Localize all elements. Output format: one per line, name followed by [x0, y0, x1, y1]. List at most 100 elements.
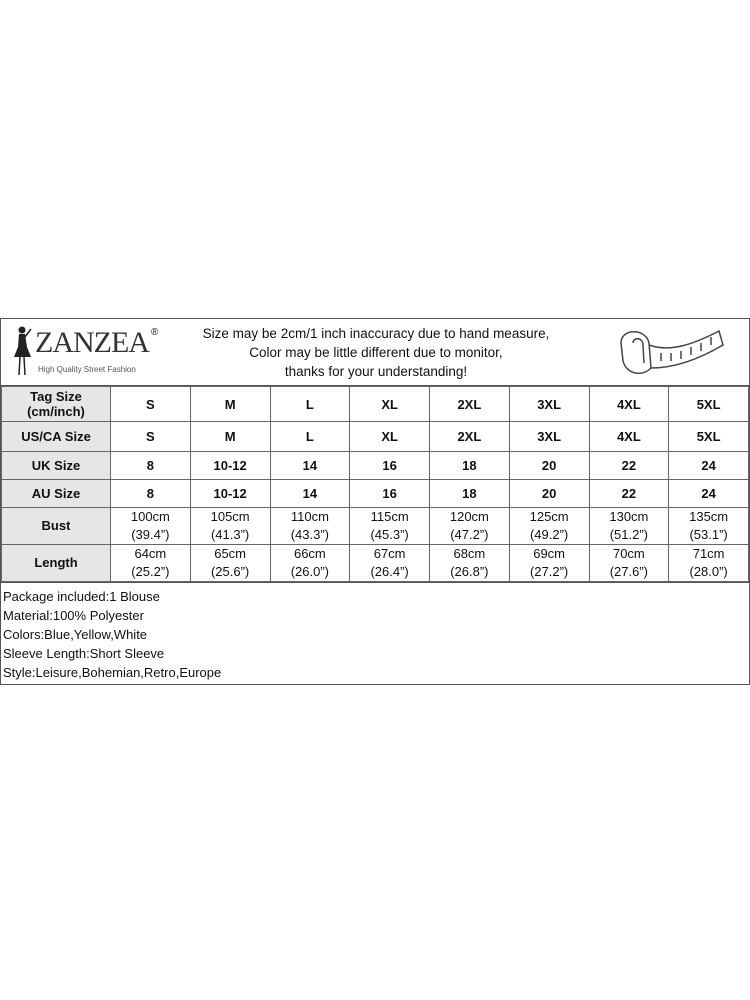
table-cell: 20	[508, 479, 590, 508]
table-cell: L	[269, 421, 351, 452]
table-row: US/CA Size S M L XL 2XL 3XL 4XL 5XL	[1, 421, 749, 452]
table-cell: 4XL	[588, 386, 670, 422]
notice-line: Size may be 2cm/1 inch inaccuracy due to…	[202, 326, 550, 341]
cell-line: (47.2”)	[450, 527, 489, 542]
table-cell: S	[110, 386, 191, 422]
table-cell: 68cm (26.8”)	[429, 544, 510, 582]
row-header: AU Size	[1, 479, 111, 508]
size-table: Tag Size (cm/inch) S M L XL 2XL 3XL 4XL 5XL US/CA…	[1, 386, 749, 582]
table-cell: 22	[588, 479, 670, 508]
cell-line: (51.2”)	[609, 527, 649, 542]
notice-line: thanks for your understanding!	[284, 364, 468, 379]
cell-line: (26.8”)	[450, 564, 489, 579]
table-cell: 3XL	[508, 421, 590, 452]
table-cell: M	[189, 386, 271, 422]
table-cell: 10-12	[189, 451, 271, 480]
table-cell: 5XL	[668, 386, 749, 422]
cell-line: (25.2”)	[131, 564, 170, 579]
table-cell: 8	[110, 479, 191, 508]
table-cell: 67cm (26.4”)	[349, 544, 430, 582]
table-cell: L	[269, 386, 351, 422]
table-row: Tag Size (cm/inch) S M L XL 2XL 3XL 4XL 5XL	[1, 386, 749, 422]
detail-material: Material:100% Polyester	[3, 608, 144, 623]
table-cell: 22	[588, 451, 670, 480]
table-cell: 14	[269, 451, 351, 480]
cell-line: 69cm	[533, 546, 566, 561]
table-row: AU Size 8 10-12 14 16 18 20 22 24	[1, 479, 749, 508]
cell-line: 135cm	[689, 509, 729, 524]
table-cell: 16	[349, 451, 430, 480]
brand-tagline: High Quality Street Fashion	[38, 365, 136, 374]
table-cell: S	[110, 421, 191, 452]
cell-line: 105cm	[210, 509, 250, 524]
table-cell: 69cm (27.2”)	[508, 544, 590, 582]
cell-line: 100cm	[130, 509, 170, 524]
table-cell: XL	[349, 421, 430, 452]
table-cell: 24	[668, 451, 749, 480]
cell-line: (25.6”)	[210, 564, 250, 579]
table-cell: 20	[508, 451, 590, 480]
table-cell: 71cm (28.0”)	[668, 544, 749, 582]
table-row: Length 64cm (25.2”) 65cm (25.6”) 66cm (26.0”) 6…	[1, 544, 749, 582]
detail-style: Style:Leisure,Bohemian,Retro,Europe	[3, 665, 222, 680]
table-cell: 8	[110, 451, 191, 480]
table-cell: 66cm (26.0”)	[269, 544, 351, 582]
table-cell: 64cm (25.2”)	[110, 544, 191, 582]
cell-line: (26.4”)	[370, 564, 409, 579]
cell-line: 67cm	[373, 546, 406, 561]
cell-line: 65cm	[214, 546, 247, 561]
brand-name: ZANZEA	[35, 326, 150, 359]
table-cell: 3XL	[508, 386, 590, 422]
table-cell: 4XL	[588, 421, 670, 452]
cell-line: 120cm	[449, 509, 489, 524]
table-cell: 130cm (51.2”)	[588, 507, 670, 545]
table-cell: 70cm (27.6”)	[588, 544, 670, 582]
cell-line: (43.3”)	[290, 527, 330, 542]
table-cell: 115cm (45.3”)	[349, 507, 430, 545]
table-cell: 65cm (25.6”)	[189, 544, 271, 582]
size-chart: ZANZEA ® High Quality Street Fashion Siz…	[0, 318, 750, 685]
row-header: Tag Size (cm/inch)	[1, 386, 111, 422]
table-cell: 18	[429, 479, 510, 508]
detail-package: Package included:1 Blouse	[3, 589, 160, 604]
cell-line: (28.0”)	[689, 564, 728, 579]
table-row: UK Size 8 10-12 14 16 18 20 22 24	[1, 451, 749, 480]
cell-line: 68cm	[453, 546, 486, 561]
chart-header: ZANZEA ® High Quality Street Fashion Siz…	[1, 319, 749, 386]
cell-line: 115cm	[370, 509, 409, 524]
cell-line: (27.2”)	[529, 564, 569, 579]
measuring-tape-icon	[620, 329, 724, 375]
table-cell: 120cm (47.2”)	[429, 507, 510, 545]
table-cell: 16	[349, 479, 430, 508]
table-cell: M	[189, 421, 271, 452]
cell-line: 70cm	[612, 546, 645, 561]
cell-line: 64cm	[134, 546, 167, 561]
cell-line: 110cm	[290, 509, 329, 524]
row-header: Length	[1, 544, 111, 582]
table-cell: 110cm (43.3”)	[269, 507, 351, 545]
table-cell: 105cm (41.3”)	[189, 507, 271, 545]
table-cell: 100cm (39.4”)	[110, 507, 191, 545]
cell-line: (53.1”)	[689, 527, 728, 542]
table-cell: 125cm (49.2”)	[508, 507, 590, 545]
cell-line: (49.2”)	[529, 527, 569, 542]
table-cell: XL	[349, 386, 430, 422]
table-cell: 2XL	[429, 421, 510, 452]
measurement-notice: Size may be 2cm/1 inch inaccuracy due to…	[186, 324, 566, 381]
row-header: US/CA Size	[1, 421, 111, 452]
cell-line: 66cm	[293, 546, 326, 561]
cell-line: (26.0”)	[290, 564, 330, 579]
table-cell: 135cm (53.1”)	[668, 507, 749, 545]
table-cell: 18	[429, 451, 510, 480]
table-cell: 14	[269, 479, 351, 508]
detail-colors: Colors:Blue,Yellow,White	[3, 627, 148, 642]
table-cell: 10-12	[189, 479, 271, 508]
row-header: Bust	[1, 507, 111, 545]
cell-line: 125cm	[529, 509, 569, 524]
brand-wordmark: ZANZEA ®	[35, 327, 158, 359]
cell-line: (39.4”)	[131, 527, 170, 542]
cell-line: (45.3”)	[370, 527, 409, 542]
product-details: Package included:1 Blouse Material:100% …	[1, 582, 749, 684]
table-cell: 5XL	[668, 421, 749, 452]
cell-line: 71cm	[692, 546, 725, 561]
